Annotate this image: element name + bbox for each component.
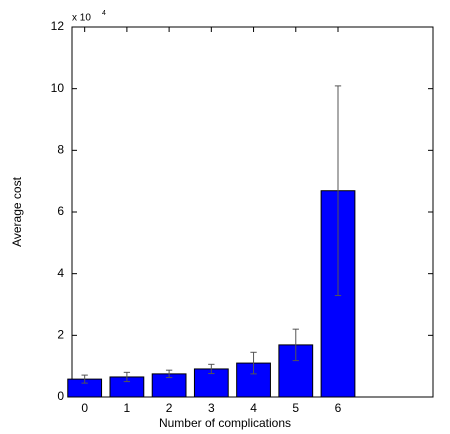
- y-tick-label: 10: [51, 81, 65, 95]
- x-tick-label: 5: [292, 401, 299, 415]
- y-tick-label: 12: [51, 19, 65, 33]
- y-tick-label: 8: [57, 143, 64, 157]
- x-axis-label: Number of complications: [159, 416, 291, 430]
- x-tick-label: 2: [166, 401, 173, 415]
- x-tick-label: 4: [250, 401, 257, 415]
- plot-frame: [71, 26, 434, 398]
- y-tick-label: 2: [57, 328, 64, 342]
- x-tick-label: 6: [335, 401, 342, 415]
- x-tick-label: 1: [124, 401, 131, 415]
- y-axis-label: Average cost: [10, 176, 24, 246]
- y-multiplier-exponent: 4: [102, 10, 106, 17]
- bar: [193, 368, 229, 398]
- y-tick-label: 4: [57, 266, 64, 280]
- y-tick-label: 6: [57, 204, 64, 218]
- x-tick-label: 0: [81, 401, 88, 415]
- y-tick-label: 0: [57, 389, 64, 403]
- y-multiplier: x 10: [72, 13, 91, 24]
- x-tick-label: 3: [208, 401, 215, 415]
